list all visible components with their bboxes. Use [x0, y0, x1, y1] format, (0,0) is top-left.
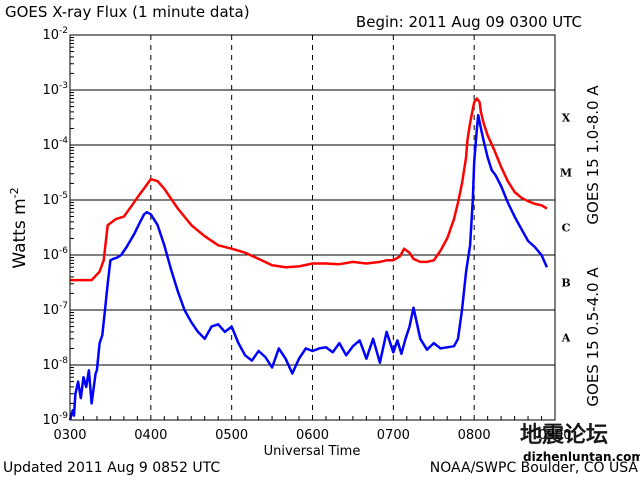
flare-class-label: B — [561, 277, 570, 290]
y-tick-label: 10-2 — [42, 26, 68, 43]
y-tick-label: 10-8 — [42, 356, 68, 373]
y-axis-label-text: Watts m — [10, 198, 30, 268]
updated-time: Updated 2011 Aug 9 0852 UTC — [3, 460, 220, 476]
x-tick-label: 0300 — [53, 428, 86, 443]
y-tick-label: 10-5 — [42, 191, 68, 208]
legend-short-channel: GOES 15 0.5-4.0 A — [584, 267, 602, 407]
flare-class-label: X — [562, 112, 571, 125]
y-tick-label: 10-3 — [42, 81, 68, 98]
flare-class-label: C — [562, 222, 571, 235]
x-tick-label: 0800 — [458, 428, 491, 443]
x-tick-label: 0700 — [377, 428, 410, 443]
watermark-cn: 地震论坛 — [520, 422, 608, 448]
y-tick-labels: 10-9 10-8 10-7 10-6 10-5 10-4 10-3 10-2 — [42, 26, 68, 428]
x-tick-label: 0600 — [296, 428, 329, 443]
x-tick-label: 0500 — [215, 428, 248, 443]
chart-title: GOES X-ray Flux (1 minute data) — [5, 3, 250, 21]
series-group — [68, 97, 549, 421]
x-axis-label: Universal Time — [264, 444, 361, 459]
credit: NOAA/SWPC Boulder, CO USA — [430, 460, 639, 476]
y-tick-label: 10-4 — [42, 136, 68, 153]
plot-frame — [69, 34, 556, 421]
flare-class-label: M — [560, 167, 572, 180]
x-tick-label: 0900 — [538, 428, 571, 443]
y-axis-label: Watts m-2 — [8, 187, 30, 268]
flare-class-labels: X M C B A — [560, 112, 572, 345]
series-line-long-channel — [70, 97, 548, 282]
x-tick-labels: 0300 0400 0500 0600 0700 0800 0900 — [53, 428, 571, 443]
flare-class-label: A — [561, 332, 571, 345]
y-tick-label: 10-9 — [42, 411, 68, 428]
begin-time: Begin: 2011 Aug 09 0300 UTC — [356, 13, 582, 31]
y-tick-label: 10-7 — [42, 301, 68, 318]
legend-long-channel: GOES 15 1.0-8.0 A — [584, 85, 602, 225]
y-axis-label-sup: -2 — [8, 187, 21, 198]
x-tick-label: 0400 — [134, 428, 167, 443]
series-line-short-channel — [68, 113, 549, 421]
watermark-url: dizhenluntan.com — [523, 450, 640, 464]
y-tick-label: 10-6 — [42, 246, 68, 263]
